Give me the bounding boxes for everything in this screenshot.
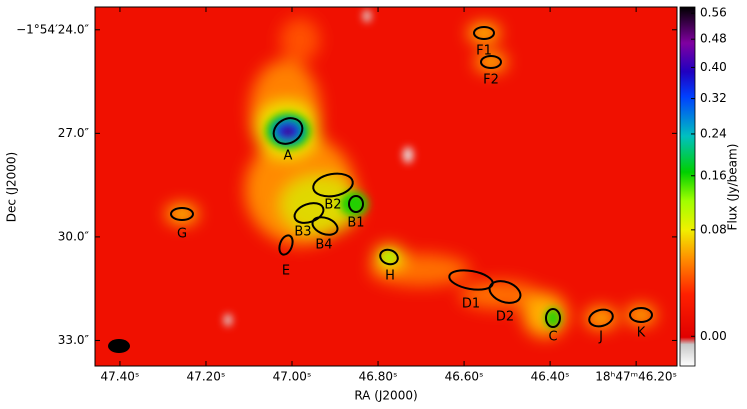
plot-frame — [94, 6, 678, 367]
source-ellipse — [272, 117, 304, 145]
y-tick-label: 30.0″ — [58, 229, 90, 243]
y-tick-label: 33.0″ — [58, 333, 90, 347]
source-label: B1 — [347, 216, 364, 231]
y-tick-label: −1°54′24.0″ — [16, 22, 89, 36]
x-tick-label: 46.40ˢ — [531, 370, 570, 384]
colorbar-tick-label: 0.00 — [700, 329, 727, 343]
x-tick-label: 46.60ˢ — [445, 370, 484, 384]
sources: A B1 B2 B3 B4 C D1 D2 E F1 F2 G H J K — [170, 26, 653, 345]
source-label: J — [598, 330, 603, 345]
source-ellipse — [311, 216, 339, 236]
x-tick-label: 47.00ˢ — [273, 370, 312, 384]
source-ellipse — [312, 172, 354, 198]
source-ellipse — [278, 234, 294, 256]
colorbar-tick-label: 0.08 — [700, 222, 727, 236]
source-label: F1 — [476, 44, 492, 59]
source-label: E — [282, 264, 290, 279]
flux-image — [95, 7, 677, 366]
x-tick-label: 47.40ˢ — [101, 370, 140, 384]
colorbar-tick-label: 0.56 — [700, 6, 727, 20]
image-background — [95, 7, 677, 366]
source-ellipse — [629, 307, 653, 323]
colorbar-tick-label: 0.48 — [700, 32, 727, 46]
source-ellipse — [588, 308, 614, 328]
source-label: K — [637, 326, 646, 341]
source-label: B2 — [324, 198, 341, 213]
x-tick-label: 18ʰ47ᵐ46.20ˢ — [595, 370, 677, 384]
colorbar-tick-label: 0.40 — [700, 60, 727, 74]
colorbar-tick-label: 0.24 — [700, 126, 727, 140]
source-ellipse — [348, 195, 364, 213]
source-label: B3 — [294, 225, 311, 240]
source-ellipse — [480, 55, 502, 69]
y-tick-label: 27.0″ — [58, 126, 90, 140]
colorbar-label: Flux (Jy/beam) — [726, 144, 740, 231]
y-axis-label: Dec (J2000) — [5, 152, 19, 222]
source-label: H — [385, 269, 395, 284]
source-label: C — [548, 330, 557, 345]
colorbar-tick-label: 0.32 — [700, 91, 727, 105]
source-ellipse — [473, 26, 495, 40]
source-label: B4 — [315, 238, 332, 253]
x-axis-label: RA (J2000) — [354, 389, 417, 403]
source-label: A — [284, 149, 293, 164]
x-tick-label: 46.80ˢ — [359, 370, 398, 384]
source-label: D1 — [462, 297, 480, 312]
source-ellipse — [379, 248, 399, 266]
source-ellipse — [170, 207, 194, 221]
source-label: G — [177, 227, 187, 242]
x-tick-label: 47.20ˢ — [187, 370, 226, 384]
colorbar-tick-label: 0.16 — [700, 168, 727, 182]
source-ellipse — [545, 308, 561, 328]
beam — [108, 339, 130, 353]
source-ellipse — [488, 280, 522, 304]
source-label: F2 — [483, 73, 499, 88]
source-label: D2 — [496, 310, 514, 325]
colorbar — [679, 6, 696, 367]
